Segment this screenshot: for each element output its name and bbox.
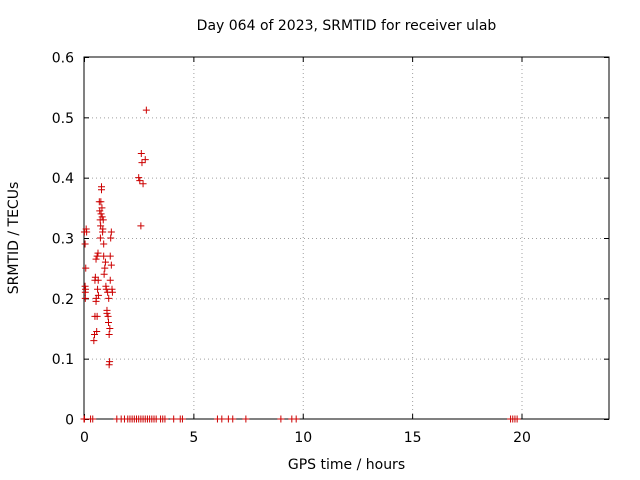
data-point [170, 415, 178, 423]
data-point [93, 328, 101, 336]
data-point [139, 180, 147, 188]
x-axis-label: GPS time / hours [287, 457, 406, 473]
data-point [91, 273, 99, 281]
data-point [292, 415, 300, 423]
data-point [105, 318, 112, 326]
data-point [94, 291, 102, 299]
data-point [242, 415, 250, 423]
data-point [94, 276, 102, 284]
data-point [99, 216, 107, 224]
data-point [107, 228, 115, 236]
data-point [81, 240, 89, 248]
data-point [106, 252, 114, 260]
x-tick-label: 20 [513, 430, 531, 446]
data-point [137, 222, 145, 230]
data-point [108, 288, 116, 296]
data-point [277, 415, 285, 423]
points-layer [80, 106, 521, 423]
y-axis-label: SRMTID / TECUs [6, 181, 22, 295]
data-point [513, 415, 521, 423]
data-point [97, 198, 105, 206]
data-point [81, 294, 89, 302]
data-point [98, 183, 105, 191]
data-point [105, 294, 113, 302]
x-tick-label: 15 [404, 430, 422, 446]
data-point [103, 309, 111, 317]
data-point [229, 415, 237, 423]
data-point [107, 261, 115, 269]
data-point [98, 204, 106, 212]
data-point [94, 249, 102, 257]
data-point [92, 255, 100, 263]
data-point [82, 264, 90, 272]
data-point [100, 240, 108, 248]
data-point [82, 285, 90, 293]
data-point [93, 312, 101, 320]
data-point [100, 270, 108, 278]
y-tick-label: 0.1 [52, 352, 74, 368]
data-point [80, 415, 88, 423]
data-point [96, 234, 104, 242]
data-point [101, 264, 109, 272]
x-tick-label: 10 [294, 430, 312, 446]
data-point [104, 312, 112, 320]
data-point [138, 159, 146, 167]
y-tick-label: 0.6 [52, 51, 74, 67]
data-point [90, 337, 98, 345]
y-tick-label: 0 [65, 413, 74, 429]
x-tick-label: 0 [80, 430, 89, 446]
data-point [106, 358, 114, 366]
data-point [178, 415, 186, 423]
y-tick-label: 0.3 [52, 232, 74, 248]
data-point [107, 234, 115, 242]
data-point [161, 415, 169, 423]
y-tick-label: 0.5 [52, 111, 74, 127]
data-point [105, 331, 113, 339]
data-point [93, 252, 101, 260]
y-tick-label: 0.4 [52, 171, 74, 187]
grid-layer [84, 57, 609, 419]
data-point [100, 252, 108, 260]
data-point [141, 156, 149, 164]
data-point [137, 150, 145, 158]
data-point [83, 228, 91, 236]
data-point [94, 285, 102, 293]
x-tick-label: 5 [189, 430, 198, 446]
data-point [106, 325, 114, 332]
ticks-layer: 0 5 10 15 20 0 0.1 0.2 0.3 0.4 0.5 0.6 [52, 51, 609, 446]
data-point [135, 174, 143, 182]
data-point [89, 415, 97, 423]
plot-frame [83, 56, 610, 420]
y-tick-label: 0.2 [52, 292, 74, 308]
data-point [99, 225, 107, 233]
data-point [142, 106, 150, 114]
chart-title: Day 064 of 2023, SRMTID for receiver ula… [196, 18, 497, 34]
data-point [101, 258, 109, 266]
data-point [98, 213, 106, 221]
data-point [97, 210, 105, 218]
data-point [136, 177, 144, 185]
data-point [218, 415, 226, 423]
data-point [106, 276, 114, 284]
